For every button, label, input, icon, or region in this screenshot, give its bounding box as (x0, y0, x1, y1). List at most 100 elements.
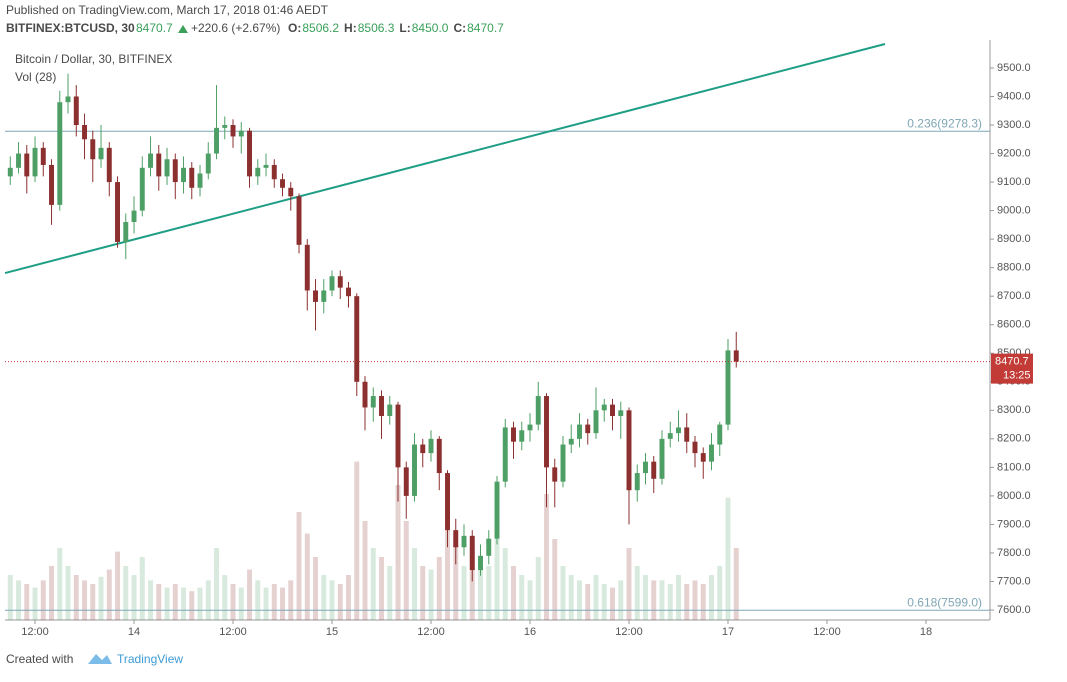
volume-bar (255, 580, 261, 620)
candle-body (428, 438, 434, 454)
candle-body (461, 535, 467, 548)
volume-bar (288, 580, 294, 620)
volume-bar (24, 584, 30, 620)
fib-label: 0.618(7599.0) (907, 595, 982, 609)
volume-bar (511, 566, 516, 620)
volume-bar (222, 575, 228, 620)
ohlc-key: O: (288, 21, 301, 35)
candle-body (362, 381, 368, 408)
volume-bar (362, 521, 368, 620)
x-tick-label: 15 (326, 626, 338, 638)
volume-bar (7, 575, 13, 620)
volume-bar (98, 576, 104, 620)
volume-bar (601, 584, 607, 620)
y-tick-label: 8900.0 (997, 233, 1031, 245)
volume-bar (412, 548, 417, 620)
trendline (4, 43, 886, 275)
candle-body (65, 96, 71, 103)
candle-body (387, 404, 393, 417)
volume-bar (544, 494, 549, 620)
volume-bar (65, 566, 71, 620)
candle-body (337, 276, 343, 288)
ohlc-key: C: (453, 21, 466, 35)
candle-body (197, 173, 203, 188)
candle-body (568, 438, 574, 445)
volume-bar (651, 580, 657, 620)
volume-bar (321, 575, 327, 620)
volume-bar (568, 575, 574, 620)
candle-body (370, 396, 376, 408)
volume-bar (502, 548, 508, 620)
volume-bar (717, 566, 723, 620)
y-tick-label: 9400.0 (997, 90, 1031, 102)
candle-body (643, 461, 648, 474)
candle-body (24, 153, 30, 177)
candle-body (494, 481, 500, 539)
volume-bar (73, 575, 79, 620)
candle-body (238, 130, 244, 137)
header-last: 8470.7 (136, 21, 173, 35)
published: Published on TradingView.com, March 17, … (6, 3, 329, 17)
last-price-box (991, 353, 1033, 384)
up-arrow (178, 25, 188, 33)
ohlc: O: 8506.2 H: 8506.3 L: 8450.0 C: 8470.7 (288, 21, 504, 35)
x-tick-label: 12:00 (813, 626, 841, 638)
volume-bar (684, 584, 690, 620)
volume-bar (552, 539, 558, 620)
header-change: +220.6 (+2.67%) (191, 21, 280, 35)
candle-body (560, 444, 566, 482)
volume-bar (626, 548, 632, 620)
candle-body (164, 159, 170, 177)
candle-body (40, 147, 46, 165)
volume-bar (692, 580, 698, 620)
candle-body (346, 287, 351, 297)
candle-body (395, 404, 401, 468)
y-tick-label: 8200.0 (997, 433, 1031, 445)
volume-bar (486, 566, 492, 620)
candle-body (189, 167, 195, 188)
ohlc-value: 8506.2 (302, 21, 339, 35)
volume-bar (725, 497, 731, 620)
volume-bar (420, 566, 426, 620)
x-tick-label: 12:00 (219, 626, 247, 638)
volume-bar (659, 580, 665, 620)
volume-bar (49, 566, 55, 620)
volume-bar (445, 530, 450, 620)
fib-label: 0.236(9278.3) (907, 116, 982, 130)
candle-body (214, 127, 219, 154)
x-tick-label: 12:00 (417, 626, 445, 638)
volume-bar (139, 557, 145, 620)
x-tick-label: 12:00 (21, 626, 49, 638)
candle-body (222, 125, 228, 128)
candle-body (288, 187, 294, 197)
candle-body (247, 130, 252, 177)
y-tick-label: 8000.0 (997, 490, 1031, 502)
volume-bar (337, 584, 343, 620)
volume-bar (618, 580, 624, 620)
candle-body (676, 427, 681, 434)
volume-bar (197, 587, 203, 620)
volume-bar (667, 584, 673, 620)
legend: Bitcoin / Dollar, 30, BITFINEX (15, 52, 172, 66)
volume-bar (370, 548, 376, 620)
y-tick-label: 9100.0 (997, 176, 1031, 188)
y-tick-label: 9000.0 (997, 205, 1031, 217)
candle-body (709, 444, 714, 462)
candle-body (106, 147, 112, 183)
volume-bar (469, 548, 475, 620)
volume-bar (733, 548, 739, 620)
candle-body (626, 410, 632, 491)
volume-bar (436, 557, 442, 620)
volume-bar (115, 551, 120, 620)
y-tick-label: 7700.0 (997, 575, 1031, 587)
volume-bar (585, 584, 591, 620)
volume-bar (577, 580, 582, 620)
volume-bar (172, 584, 178, 620)
candle-body (304, 244, 310, 291)
volume-bar (313, 557, 318, 620)
y-tick-label: 7600.0 (997, 604, 1031, 616)
candle-body (453, 530, 459, 548)
candle-body (420, 444, 426, 454)
candle-body (469, 535, 475, 571)
